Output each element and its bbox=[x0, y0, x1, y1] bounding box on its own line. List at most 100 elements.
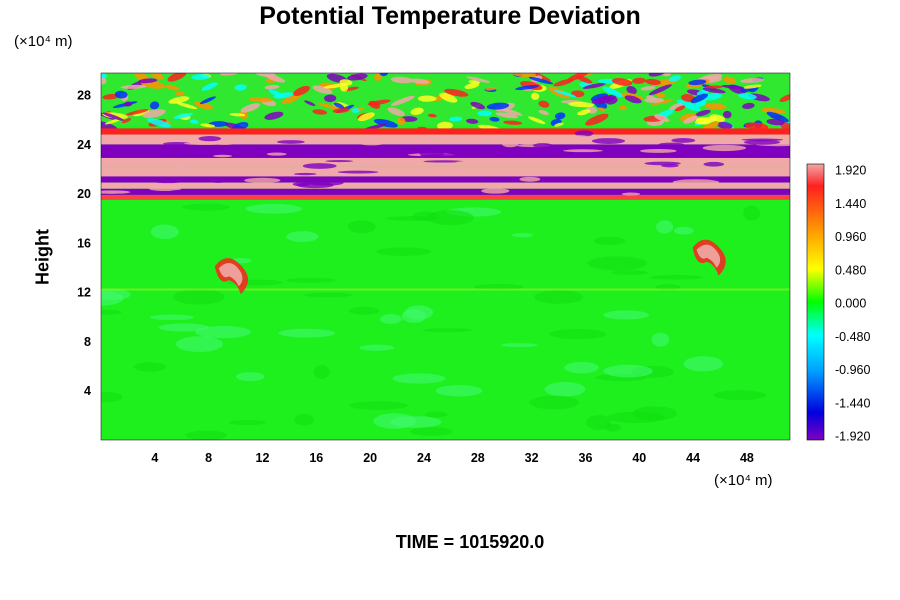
turbulence-cell bbox=[593, 236, 626, 246]
band-ripple bbox=[567, 135, 591, 142]
x-tick-label: 24 bbox=[417, 451, 431, 465]
turbulence-cell bbox=[673, 226, 694, 235]
band-ripple bbox=[574, 130, 594, 137]
wave-cell bbox=[683, 115, 698, 124]
band-ripple bbox=[652, 168, 691, 175]
wave-cell bbox=[240, 103, 261, 113]
turbulence-cell bbox=[501, 343, 538, 348]
strat-band bbox=[101, 134, 790, 145]
band-ripple bbox=[532, 143, 553, 148]
wave-cell bbox=[439, 92, 458, 103]
wave-cell bbox=[577, 109, 591, 116]
wave-cell bbox=[323, 83, 348, 89]
band-ripple bbox=[586, 184, 606, 187]
band-ripple bbox=[741, 138, 784, 142]
strat-band bbox=[101, 194, 790, 200]
band-ripple bbox=[534, 152, 560, 157]
wave-cell bbox=[645, 78, 662, 85]
wave-cell bbox=[591, 95, 612, 104]
wave-cell bbox=[367, 99, 391, 106]
turbulence-cell bbox=[150, 224, 179, 240]
wave-cell bbox=[138, 78, 158, 84]
wave-cell bbox=[200, 123, 216, 128]
wave-cell bbox=[695, 109, 711, 117]
warm-plume-right-core bbox=[696, 244, 721, 268]
wave-cell bbox=[554, 89, 577, 98]
band-ripple bbox=[703, 161, 725, 167]
wave-cell bbox=[554, 122, 564, 127]
turbulence-cell bbox=[549, 328, 607, 340]
wave-cell bbox=[632, 77, 646, 84]
band-ripple bbox=[671, 138, 696, 143]
band-ripple bbox=[296, 182, 334, 189]
wave-cell bbox=[409, 78, 430, 84]
y-tick-label: 28 bbox=[77, 89, 91, 103]
wave-cell bbox=[705, 85, 723, 89]
wave-cell bbox=[498, 107, 523, 116]
band-ripple bbox=[644, 161, 681, 166]
wave-cell bbox=[477, 110, 493, 117]
band-ripple bbox=[148, 186, 182, 192]
wave-cell bbox=[248, 97, 273, 103]
band-ripple bbox=[428, 179, 451, 182]
x-tick-label: 28 bbox=[471, 451, 485, 465]
wave-cell bbox=[466, 118, 479, 124]
wave-cell bbox=[358, 112, 375, 122]
time-readout: TIME = 1015920.0 bbox=[0, 532, 900, 553]
turbulence-cell bbox=[607, 411, 665, 424]
wave-cell bbox=[201, 82, 218, 91]
turbulence-cell bbox=[175, 336, 224, 352]
wave-cell bbox=[449, 116, 463, 122]
turbulence-cell bbox=[422, 328, 473, 333]
wave-cell bbox=[470, 101, 486, 110]
wave-cell bbox=[317, 102, 341, 110]
wave-cell bbox=[234, 84, 247, 91]
wave-cell bbox=[142, 109, 166, 119]
turbulence-cell bbox=[529, 395, 580, 410]
wave-cell bbox=[304, 100, 316, 106]
turbulence-cell bbox=[401, 309, 427, 323]
wave-cell bbox=[332, 108, 350, 114]
wave-cell bbox=[568, 101, 595, 108]
turbulence-cell bbox=[409, 427, 453, 436]
wave-cell bbox=[511, 73, 537, 78]
wave-cell bbox=[702, 87, 726, 94]
wave-cell bbox=[690, 93, 708, 104]
turbulence-cell bbox=[656, 220, 674, 234]
wave-cell bbox=[312, 85, 333, 95]
wave-cell bbox=[721, 84, 745, 89]
wave-cell bbox=[220, 73, 239, 76]
turbulence-cell bbox=[158, 323, 209, 332]
colorbar-label: 0.000 bbox=[835, 297, 866, 311]
wave-cell bbox=[324, 94, 337, 103]
wave-cell bbox=[273, 92, 294, 99]
band-ripple bbox=[299, 152, 341, 158]
wave-cell bbox=[351, 108, 360, 114]
wave-cell bbox=[120, 84, 147, 89]
turbulence-cell bbox=[587, 256, 648, 271]
band-ripple bbox=[672, 179, 720, 186]
turbulence-cell bbox=[683, 356, 723, 372]
band-ripple bbox=[244, 177, 281, 183]
wave-cell bbox=[387, 107, 405, 117]
turbulence-cell bbox=[349, 401, 408, 410]
wave-cell bbox=[766, 111, 789, 123]
band-ripple bbox=[591, 138, 626, 144]
wave-cell bbox=[173, 112, 194, 119]
heatmap-field bbox=[101, 73, 790, 440]
turbulence-cell bbox=[286, 231, 319, 243]
wave-cell bbox=[646, 95, 657, 101]
band-ripple bbox=[187, 144, 233, 150]
band-ripple bbox=[209, 177, 227, 183]
band-ripple bbox=[658, 142, 685, 147]
x-tick-label: 48 bbox=[740, 451, 754, 465]
wave-cell bbox=[126, 109, 149, 116]
colorbar-labels: 1.920 1.440 0.960 0.480 0.000 -0.480 -0.960 -1.… bbox=[835, 164, 870, 444]
wave-cell bbox=[164, 84, 180, 91]
wave-cell bbox=[676, 99, 701, 111]
x-tick-label: 32 bbox=[525, 451, 539, 465]
wave-cell bbox=[515, 85, 539, 91]
wave-cell bbox=[597, 107, 606, 111]
turbulence-cell bbox=[359, 344, 395, 351]
